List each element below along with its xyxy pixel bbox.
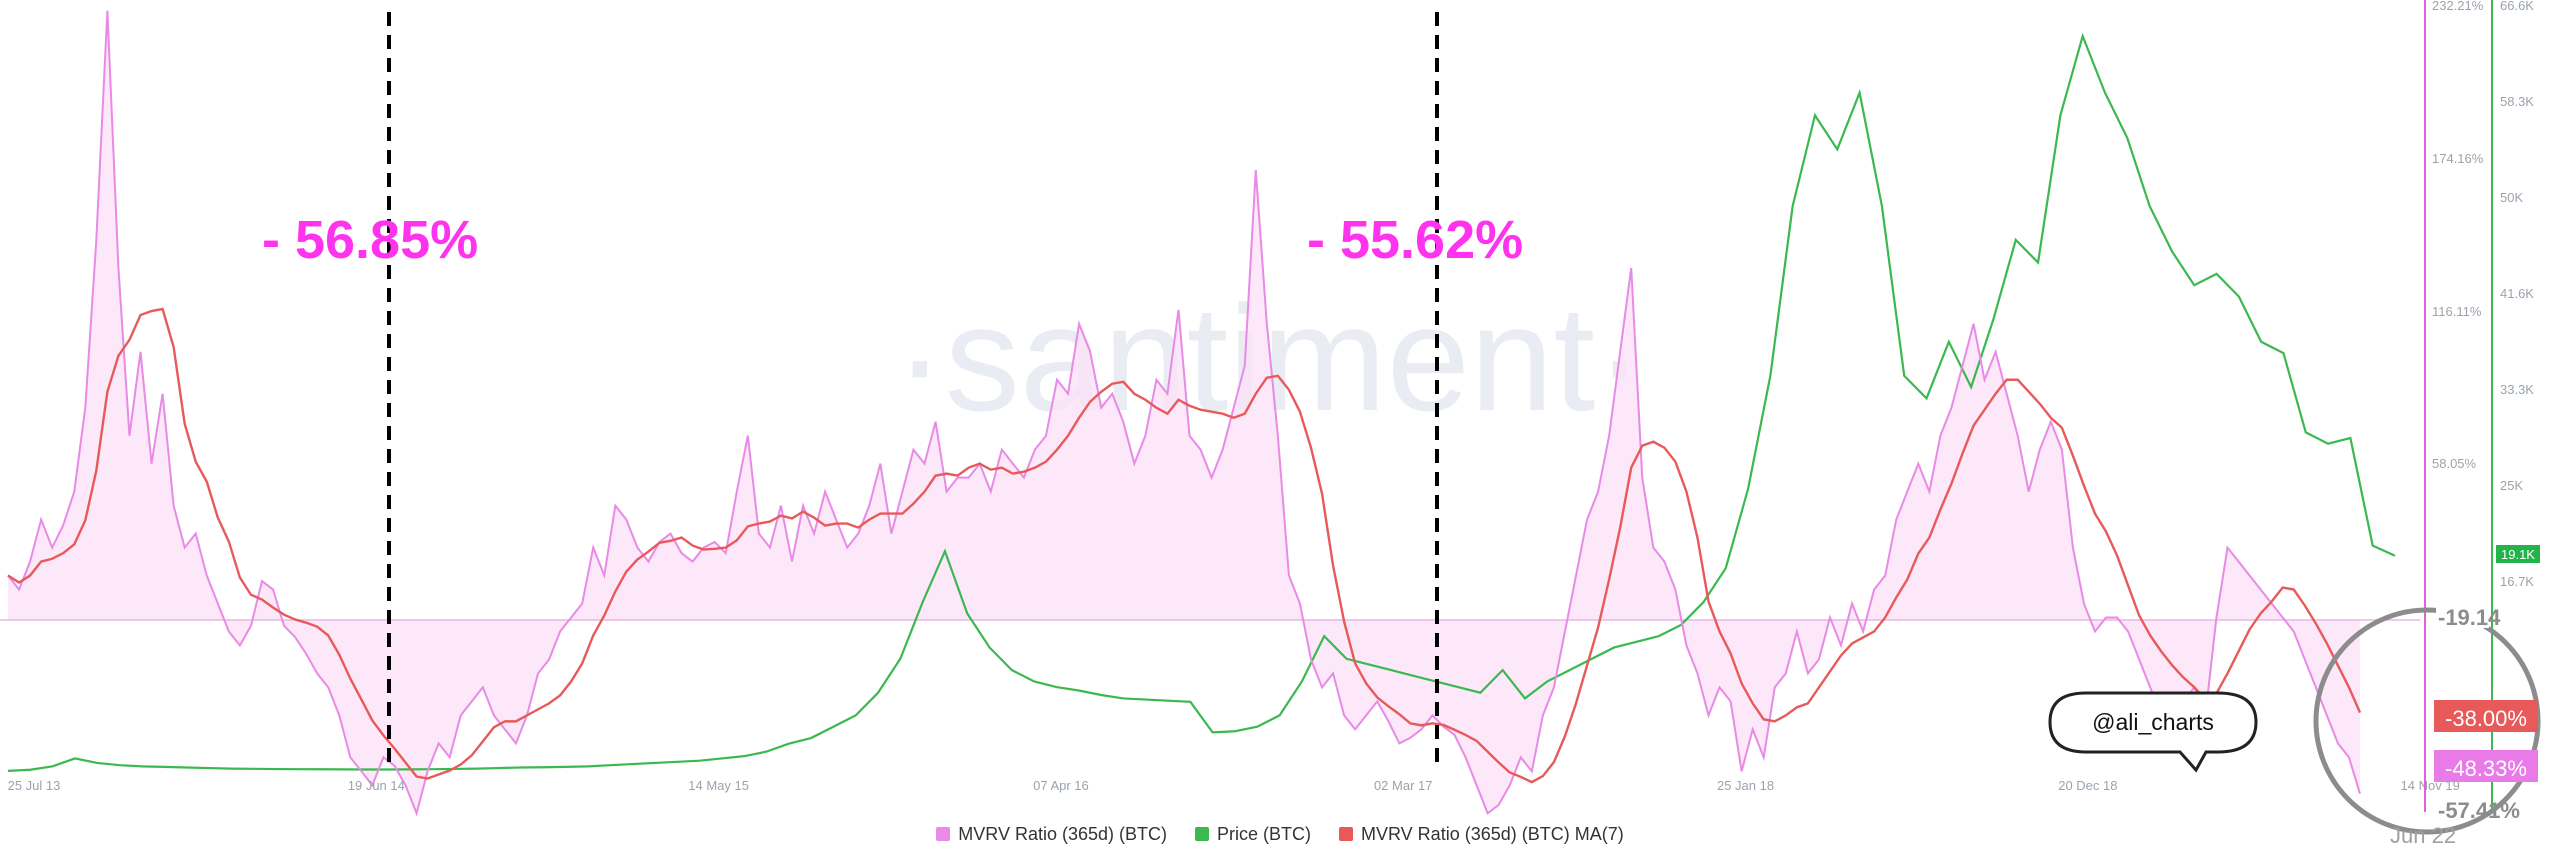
price-line xyxy=(7,32,2396,772)
legend-swatch-ma xyxy=(1339,827,1353,841)
mvrv-axis-tick: 58.05% xyxy=(2432,456,2477,471)
x-tick-label: 07 Apr 16 xyxy=(1033,778,1089,793)
drawdown-label-2: - 55.62% xyxy=(1307,210,1523,270)
zero-value-label: -19.14 xyxy=(2438,605,2501,630)
bottom-axis-value: -57.41% xyxy=(2438,798,2520,823)
price-axis-tick: 33.3K xyxy=(2500,382,2534,397)
drawdown-label-1: - 56.85% xyxy=(262,210,478,270)
mvrv-axis-tick: 232.21% xyxy=(2432,0,2484,13)
x-tick-label: 20 Dec 18 xyxy=(2058,778,2117,793)
legend-item-mvrv[interactable]: MVRV Ratio (365d) (BTC) xyxy=(936,824,1167,845)
price-axis-tick: 25K xyxy=(2500,478,2523,493)
last-date-label: Jun 22 xyxy=(2390,823,2456,848)
price-axis-tick: 66.6K xyxy=(2500,0,2534,13)
ma-value-badge xyxy=(2434,700,2538,732)
mvrv-value-text: -48.33% xyxy=(2445,756,2527,781)
price-axis-tick: 50K xyxy=(2500,190,2523,205)
mvrv-axis-tick: 174.16% xyxy=(2432,151,2484,166)
x-tick-label: 02 Mar 17 xyxy=(1374,778,1433,793)
price-axis-tick: 58.3K xyxy=(2500,94,2534,109)
mvrv-value-badge xyxy=(2434,750,2538,782)
chart-legend: MVRV Ratio (365d) (BTC) Price (BTC) MVRV… xyxy=(0,817,2560,851)
legend-item-ma[interactable]: MVRV Ratio (365d) (BTC) MA(7) xyxy=(1339,824,1624,845)
legend-label-price: Price (BTC) xyxy=(1217,823,1311,844)
price-value-badge xyxy=(2496,545,2540,563)
legend-label-ma: MVRV Ratio (365d) (BTC) MA(7) xyxy=(1361,823,1624,844)
mvrv-line xyxy=(7,10,2361,817)
zero-value-bg xyxy=(2436,606,2489,628)
x-tick-label: 14 May 15 xyxy=(688,778,749,793)
mvrv-axis-tick: 116.11% xyxy=(2432,304,2482,319)
mvrv-area-fill xyxy=(8,10,2360,814)
legend-swatch-mvrv xyxy=(936,827,951,841)
legend-swatch-price xyxy=(1195,827,1209,841)
handle-text: @ali_charts xyxy=(2092,709,2214,735)
x-tick-label: 25 Jul 13 xyxy=(8,778,61,793)
price-axis-tick: 16.7K xyxy=(2500,574,2534,589)
legend-label-mvrv: MVRV Ratio (365d) (BTC) xyxy=(958,823,1167,844)
price-value-text: 19.1K xyxy=(2501,547,2535,562)
x-tick-label: 25 Jan 18 xyxy=(1717,778,1774,793)
ma-value-text: -38.00% xyxy=(2445,706,2527,731)
legend-item-price[interactable]: Price (BTC) xyxy=(1195,824,1311,845)
x-tick-label: 19 Jun 14 xyxy=(348,778,405,793)
mvrv-ma7-line xyxy=(7,307,2362,784)
handle-speech-bubble xyxy=(2048,691,2258,773)
price-axis-tick: 41.6K xyxy=(2500,286,2534,301)
